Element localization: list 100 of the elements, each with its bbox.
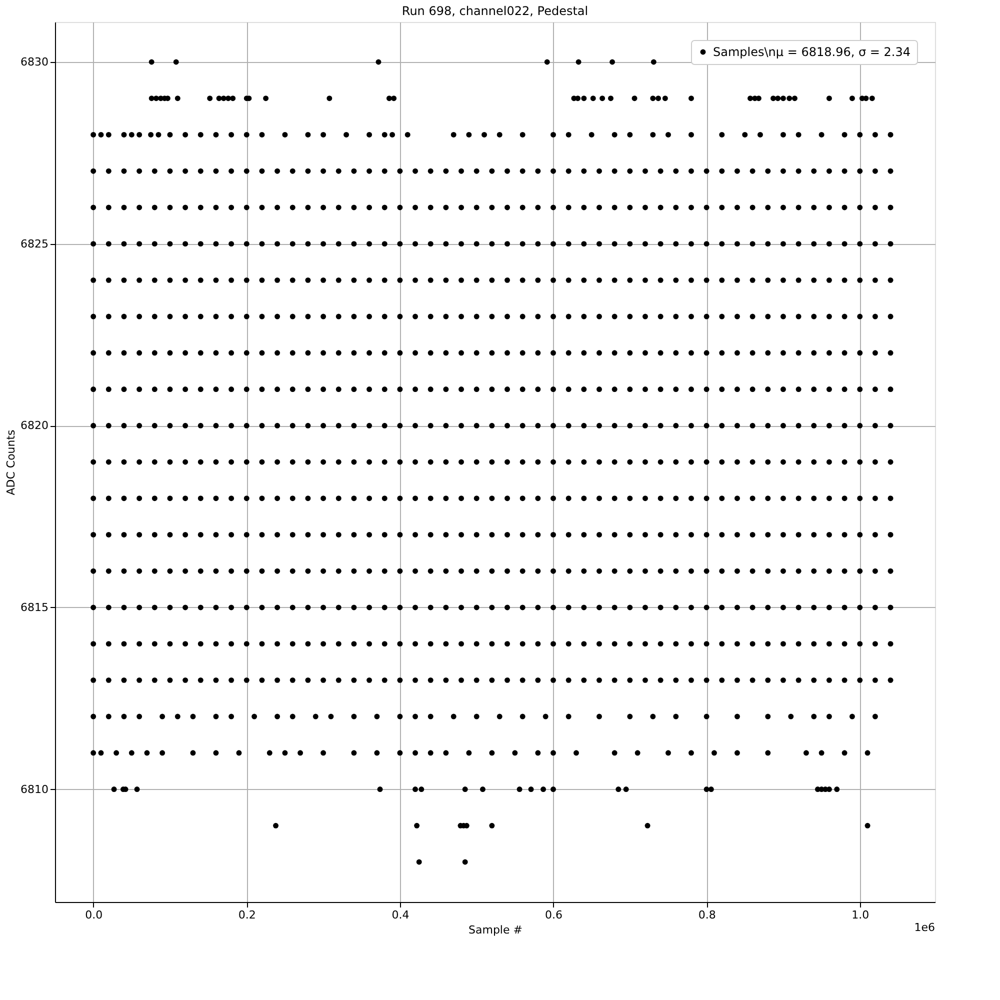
point [842,168,848,174]
point [173,59,179,65]
point [780,459,786,465]
point [796,422,802,428]
point [480,786,486,792]
point [320,241,326,247]
point [673,532,679,538]
point [627,204,633,210]
point [658,204,664,210]
point [811,532,817,538]
point [326,96,332,102]
point [106,459,112,465]
point [198,168,204,174]
point [826,96,832,102]
point [412,459,418,465]
point [213,168,219,174]
point [174,714,180,720]
point [134,786,140,792]
point [336,386,342,392]
point [581,641,587,647]
point [382,568,388,574]
point [888,132,894,138]
point [658,314,664,320]
point [397,604,403,610]
point [121,314,127,320]
point [428,422,434,428]
point [190,714,196,720]
point [704,568,710,574]
point [826,204,832,210]
point [228,496,234,502]
point [612,532,618,538]
point [775,96,781,102]
point [259,350,265,356]
point [826,604,832,610]
point [428,350,434,356]
point [412,496,418,502]
point [167,241,173,247]
point [474,204,480,210]
point [581,204,587,210]
point [153,96,159,102]
point [121,568,127,574]
point [136,714,142,720]
point [336,532,342,538]
point [351,422,357,428]
point [198,422,204,428]
point [412,241,418,247]
point [596,641,602,647]
point [458,314,464,320]
point [658,677,664,683]
point [220,96,226,102]
point [458,641,464,647]
point [397,350,403,356]
point [366,350,372,356]
point [520,204,526,210]
point [796,641,802,647]
point [612,568,618,574]
point [462,786,468,792]
point [136,641,142,647]
point [121,350,127,356]
point [263,96,269,102]
point [535,677,541,683]
point [888,204,894,210]
point [182,459,188,465]
point [610,59,616,65]
point [228,568,234,574]
point [182,204,188,210]
point [857,350,863,356]
point [382,277,388,283]
point [576,59,582,65]
point [274,496,280,502]
point [443,386,449,392]
point [535,168,541,174]
point [566,422,572,428]
point [443,750,449,756]
point [474,641,480,647]
point [826,241,832,247]
point [382,459,388,465]
point [644,822,650,828]
point [174,96,180,102]
point [673,386,679,392]
point [244,496,250,502]
point [658,277,664,283]
point [397,241,403,247]
point [290,532,296,538]
point [106,422,112,428]
point [520,496,526,502]
point [765,496,771,502]
point [888,496,894,502]
point [734,604,740,610]
point [719,168,725,174]
point [320,168,326,174]
point [750,277,756,283]
point [688,204,694,210]
point [366,677,372,683]
point [213,459,219,465]
point [121,386,127,392]
point [244,422,250,428]
point [811,204,817,210]
point [673,168,679,174]
point [213,132,219,138]
